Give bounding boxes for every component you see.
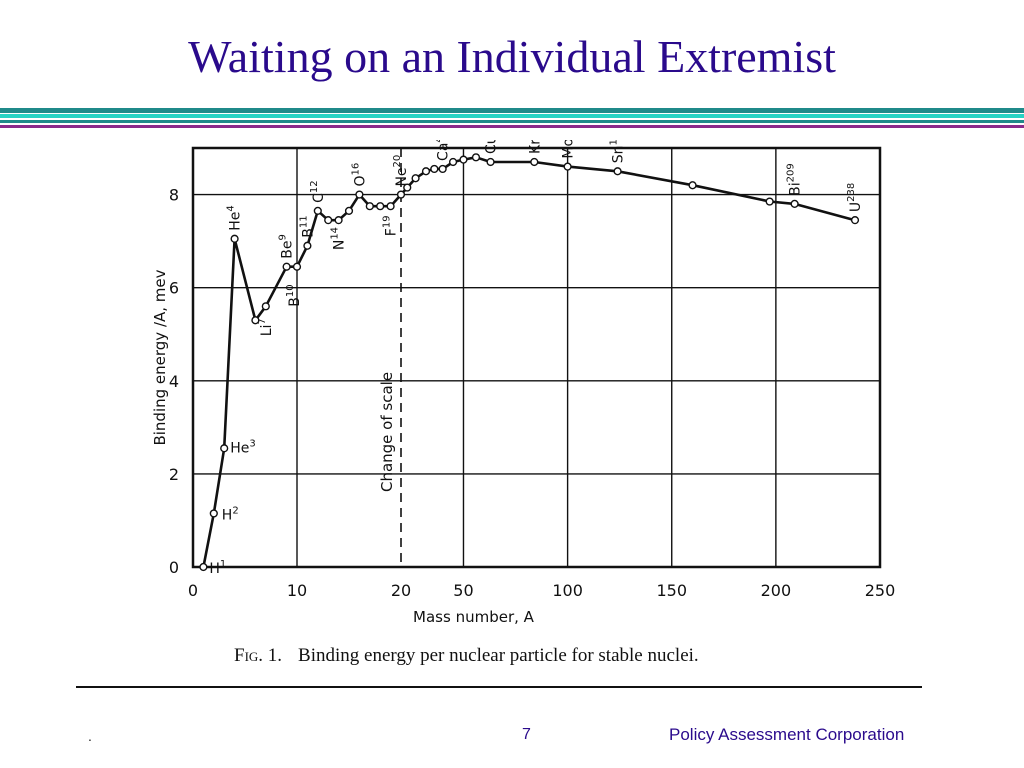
- y-tick-label: 8: [169, 186, 179, 205]
- data-point: [324, 216, 333, 225]
- footer-organization: Policy Assessment Corporation: [669, 725, 905, 744]
- plot-frame: [191, 146, 882, 569]
- x-tick-label: 10: [287, 581, 307, 600]
- nuclide-label: Be9: [278, 234, 296, 259]
- figure-caption-text: Binding energy per nuclear particle for …: [298, 645, 699, 666]
- title-rule: [0, 108, 1024, 113]
- nuclide-label: Sn124: [609, 140, 627, 163]
- nuclide-label: H2: [222, 505, 239, 523]
- y-tick-label: 2: [169, 465, 179, 484]
- nuclide-label: He3: [230, 438, 256, 456]
- binding-energy-curve: [202, 156, 856, 568]
- slide-title: Waiting on an Individual Extremist: [188, 31, 836, 82]
- x-tick-label: 50: [453, 581, 473, 600]
- nuclide-label: O16: [350, 163, 368, 187]
- nuclide-label: Li7: [257, 318, 275, 336]
- figure-caption: Fig. 1. Binding energy per nuclear partic…: [234, 645, 699, 667]
- title-rule: [0, 125, 1024, 128]
- nuclide-label: H1: [209, 559, 226, 577]
- nuclide-label: B11: [298, 215, 316, 237]
- x-tick-label: 200: [761, 581, 792, 600]
- y-tick-label: 4: [169, 372, 179, 391]
- bottom-rule: [76, 686, 922, 688]
- data-point: [530, 157, 539, 167]
- x-axis-label: Mass number, A: [413, 608, 535, 626]
- data-point: [386, 202, 395, 211]
- data-point: [251, 316, 260, 325]
- nuclide-label: F19: [382, 215, 400, 236]
- data-point: [376, 202, 385, 211]
- data-point: [765, 197, 774, 206]
- nuclide-label: Cu63: [482, 140, 500, 154]
- nuclide-label: Bi209: [786, 163, 804, 196]
- data-point: [199, 562, 208, 572]
- data-point: [313, 206, 322, 215]
- data-point: [421, 167, 431, 176]
- y-tick-label: 6: [169, 279, 179, 298]
- binding-energy-chart: 0 2 4 6 8 0 10 20 50 100 150 200 250 Change of scale M…: [151, 140, 896, 626]
- y-axis-label: Binding energy /A, mev: [151, 269, 169, 445]
- title-rule: [0, 114, 1024, 118]
- data-point: [403, 183, 412, 192]
- scale-change-annotation: Change of scale: [378, 372, 396, 492]
- data-point: [261, 302, 270, 311]
- x-tick-label: 100: [552, 581, 583, 600]
- data-point: [688, 181, 697, 190]
- x-tick-label: 0: [188, 581, 198, 600]
- data-point: [220, 444, 229, 453]
- x-tick-label: 250: [865, 581, 896, 600]
- data-point: [486, 157, 495, 167]
- data-point: [365, 202, 374, 211]
- data-point: [344, 206, 354, 215]
- nuclide-label: Ca40: [434, 140, 452, 161]
- nuclide-label: Kr82: [525, 140, 543, 154]
- data-point: [230, 234, 239, 243]
- data-point: [850, 216, 860, 225]
- data-point: [292, 262, 302, 271]
- nuclide-label: Ne20: [392, 155, 410, 187]
- data-point: [613, 167, 622, 176]
- footer-left: .: [88, 728, 92, 744]
- data-point: [448, 157, 458, 167]
- nuclide-label: B10: [285, 284, 303, 306]
- x-tick-label: 20: [391, 581, 411, 600]
- nuclide-label: U238: [846, 183, 864, 212]
- data-point: [303, 241, 312, 250]
- data-point: [334, 216, 343, 225]
- data-point: [411, 174, 420, 183]
- nuclide-label: N14: [330, 227, 348, 250]
- data-point: [471, 153, 481, 162]
- data-point: [790, 199, 799, 208]
- title-rule: [0, 120, 1024, 123]
- y-tick-label: 0: [169, 558, 179, 577]
- data-point: [355, 190, 364, 199]
- data-point: [209, 509, 218, 518]
- data-point: [438, 164, 447, 174]
- data-point: [430, 164, 439, 174]
- figure-label: Fig. 1.: [234, 645, 283, 666]
- data-point: [563, 162, 572, 171]
- data-point: [396, 190, 406, 199]
- x-tick-label: 150: [656, 581, 687, 600]
- nuclide-label: C12: [309, 180, 327, 203]
- data-point: [282, 262, 291, 271]
- data-point: [459, 155, 468, 164]
- nuclide-label: He4: [226, 205, 244, 231]
- nuclide-label: Mo100: [559, 140, 577, 159]
- page-number: 7: [522, 726, 531, 743]
